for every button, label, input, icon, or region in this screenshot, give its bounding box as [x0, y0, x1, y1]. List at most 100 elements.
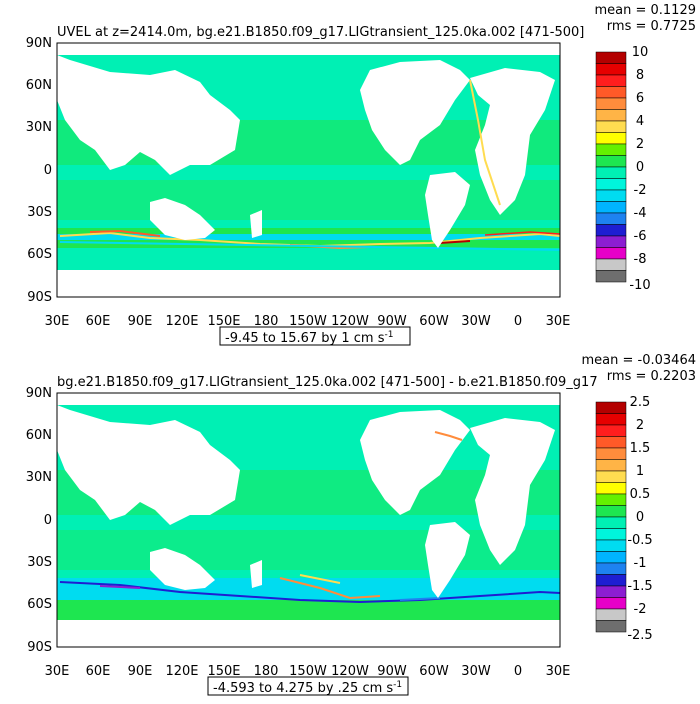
lon-label: 60W: [419, 314, 449, 329]
lon-label: 30E: [546, 314, 571, 329]
lon-label: 150E: [207, 314, 240, 329]
lon-label: 150W: [289, 314, 327, 329]
colorbar-swatch: [595, 585, 627, 598]
range-label: -9.45 to 15.67 by 1 cm s: [225, 331, 385, 346]
colorbar-label: 10: [632, 45, 649, 60]
lat-label: 60S: [27, 597, 52, 612]
colorbar-swatch: [595, 493, 627, 506]
colorbar-swatch: [595, 608, 627, 621]
colorbar-swatch: [595, 470, 627, 483]
colorbar-label: 4: [636, 114, 644, 129]
colorbar-label: -2.5: [627, 628, 652, 643]
lon-label: 30E: [45, 664, 70, 679]
colorbar-swatch: [595, 51, 627, 64]
latitude-labels: 90N 60N 30N 0 30S 60S 90S: [26, 36, 52, 305]
colorbar-label: -1.5: [627, 579, 652, 594]
lon-label: 150E: [207, 664, 240, 679]
colorbar-label: -8: [634, 252, 647, 267]
lon-label: 90E: [128, 664, 153, 679]
lon-label: 60W: [419, 664, 449, 679]
map-field: [57, 43, 560, 297]
colorbar-label: -2: [634, 183, 647, 198]
colorbar-swatch: [595, 539, 627, 552]
colorbar-swatch: [595, 166, 627, 179]
colorbar-swatch: [595, 620, 627, 633]
svg-text:-4.593 to 4.275 by .25 cm s-1: -4.593 to 4.275 by .25 cm s-1: [213, 680, 402, 696]
colorbar-swatch: [595, 482, 627, 495]
colorbar-swatch: [595, 178, 627, 191]
lat-label: 30S: [27, 205, 52, 220]
colorbar-swatch: [595, 132, 627, 145]
lat-label: 60N: [26, 428, 52, 443]
colorbar-swatch: [595, 258, 627, 271]
longitude-labels: 30E 60E 90E 120E 150E 180 150W 120W 90W …: [45, 314, 571, 329]
lat-label: 30S: [27, 555, 52, 570]
longitude-labels: 30E 60E 90E 120E 150E 180 150W 120W 90W …: [45, 664, 571, 679]
colorbar-swatch: [595, 201, 627, 214]
lon-label: 120E: [165, 664, 198, 679]
colorbar-swatch: [595, 212, 627, 225]
colorbar-label: 1: [636, 464, 644, 479]
panel-top: UVEL at z=2414.0m, bg.e21.B1850.f09_g17.…: [26, 3, 696, 346]
lon-label: 150W: [289, 664, 327, 679]
stat-rms: rms = 0.2203: [607, 369, 696, 384]
range-label: -4.593 to 4.275 by .25 cm s: [213, 681, 393, 696]
colorbar-swatch: [595, 574, 627, 587]
stat-mean: mean = -0.03464: [582, 353, 696, 368]
colorbar-label: -6: [634, 229, 647, 244]
lat-label: 90N: [26, 36, 52, 51]
colorbar-swatch: [595, 189, 627, 202]
lon-label: 60E: [86, 314, 111, 329]
colorbar-swatch: [595, 235, 627, 248]
colorbar-swatch: [595, 224, 627, 237]
lat-label: 0: [44, 513, 52, 528]
panel-title: bg.e21.B1850.f09_g17.LIGtransient_125.0k…: [57, 375, 598, 390]
colorbar-label: 6: [636, 91, 644, 106]
colorbar-swatch: [595, 447, 627, 460]
colorbar-label: 2: [636, 418, 644, 433]
colorbar-swatch: [595, 516, 627, 529]
colorbar-swatch: [595, 459, 627, 472]
colorbar-swatch: [595, 247, 627, 260]
lon-label: 30W: [461, 314, 491, 329]
lat-label: 90N: [26, 386, 52, 401]
colorbar-label: -10: [629, 278, 650, 293]
colorbar-swatch: [595, 97, 627, 110]
lat-label: 60N: [26, 78, 52, 93]
colorbar-label: -4: [634, 206, 647, 221]
colorbar-swatch: [595, 562, 627, 575]
lat-label: 0: [44, 163, 52, 178]
colorbar-label: 0.5: [630, 487, 651, 502]
latitude-labels: 90N 60N 30N 0 30S 60S 90S: [26, 386, 52, 655]
map-field: [57, 393, 560, 647]
stat-rms: rms = 0.7725: [607, 19, 696, 34]
lat-label: 30N: [26, 470, 52, 485]
lon-label: 30E: [546, 664, 571, 679]
colorbar-label: -1: [634, 556, 647, 571]
svg-text:-9.45 to 15.67 by 1 cm s-1: -9.45 to 15.67 by 1 cm s-1: [225, 330, 393, 346]
lon-label: 0: [514, 664, 522, 679]
lon-label: 120W: [331, 314, 369, 329]
colorbar-swatch: [595, 528, 627, 541]
stat-mean: mean = 0.1129: [594, 3, 696, 18]
range-box: -4.593 to 4.275 by .25 cm s-1: [207, 676, 409, 696]
lon-label: 30E: [45, 314, 70, 329]
colorbar-label: 8: [636, 68, 644, 83]
lon-label: 0: [514, 314, 522, 329]
range-superscript: -1: [393, 680, 402, 690]
colorbar: [595, 51, 627, 283]
colorbar-swatch: [595, 424, 627, 437]
lon-label: 60E: [86, 664, 111, 679]
lat-label: 90S: [27, 640, 52, 655]
lat-label: 60S: [27, 247, 52, 262]
colorbar-swatch: [595, 270, 627, 283]
colorbar-swatch: [595, 86, 627, 99]
lat-label: 90S: [27, 290, 52, 305]
colorbar-swatch: [595, 401, 627, 414]
land-masses: [57, 43, 560, 248]
colorbar-swatch: [595, 413, 627, 426]
lon-label: 120W: [331, 664, 369, 679]
map-frame: [56, 42, 561, 298]
colorbar-swatch: [595, 120, 627, 133]
